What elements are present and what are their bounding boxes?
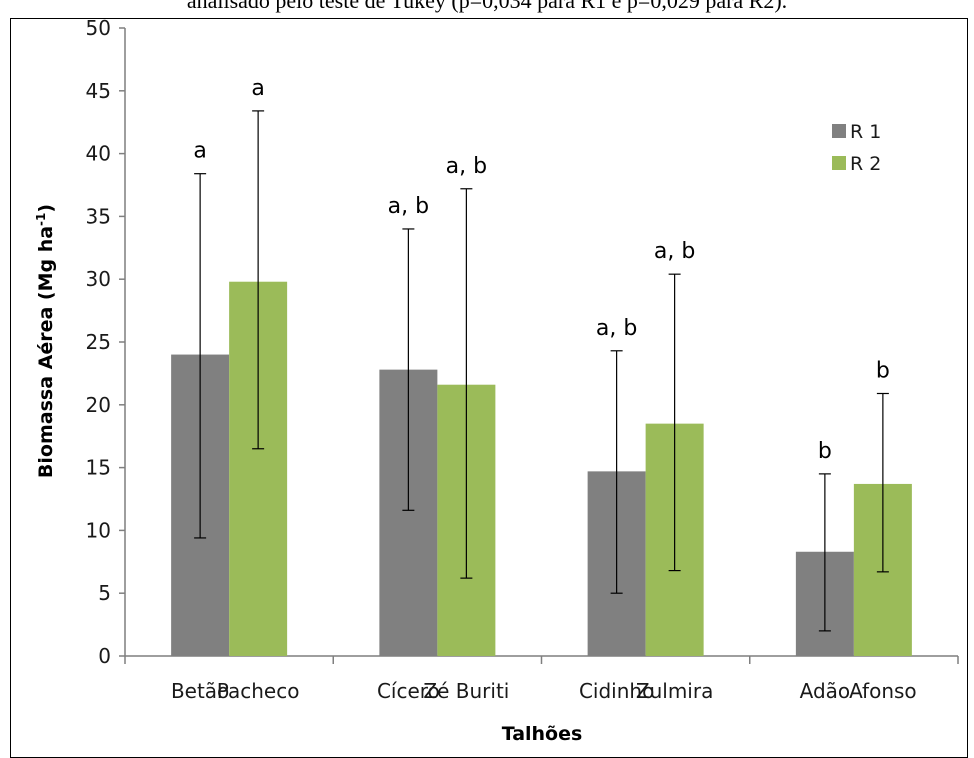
significance-label: a, b xyxy=(446,154,487,179)
category-label: Cícero xyxy=(377,679,440,703)
y-tick-label: 45 xyxy=(86,79,111,103)
y-tick-label: 10 xyxy=(86,518,111,542)
y-axis-title: Biomassa Aérea (Mg ha-1) xyxy=(34,204,57,478)
y-tick-label: 0 xyxy=(98,644,111,668)
error-bars-layer xyxy=(194,110,889,632)
figure-caption: analisado pelo teste de Tukey (p=0,034 p… xyxy=(186,0,788,13)
legend-label: R 1 xyxy=(850,121,881,143)
legend-swatch xyxy=(832,124,846,138)
y-tick-label: 5 xyxy=(98,581,111,605)
y-tick-label: 20 xyxy=(86,393,111,417)
y-tick-label: 30 xyxy=(86,267,111,291)
x-axis-title: Talhões xyxy=(502,723,583,745)
y-tick-label: 25 xyxy=(86,330,111,354)
axes: 0 5 10 15 20 25 30 35 40 45 50 xyxy=(86,16,959,668)
legend-swatch xyxy=(832,156,846,170)
y-tick-label: 40 xyxy=(86,142,111,166)
y-tick-label: 15 xyxy=(86,456,111,480)
significance-label: a, b xyxy=(596,316,637,341)
significance-label: a xyxy=(251,76,264,101)
legend-label: R 2 xyxy=(850,153,881,175)
category-label: Zé Buriti xyxy=(423,679,509,703)
significance-label: b xyxy=(818,439,832,464)
y-tick-label: 50 xyxy=(86,16,111,40)
y-tick-label: 35 xyxy=(86,204,111,228)
legend: R 1R 2 xyxy=(832,121,881,175)
significance-label: b xyxy=(876,358,890,383)
category-label: Afonso xyxy=(849,679,917,703)
category-label: Adão xyxy=(800,679,851,703)
significance-label: a xyxy=(193,139,206,164)
significance-label: a, b xyxy=(388,194,429,219)
labels-layer: a Betão a Pacheco a, b Cícero a, b Zé Buriti a, … xyxy=(171,76,917,703)
category-label: Betão xyxy=(171,679,229,703)
category-label: Cidinho xyxy=(579,679,654,703)
bars-layer xyxy=(171,281,912,656)
category-label: Zulmira xyxy=(636,679,713,703)
category-label: Pacheco xyxy=(217,679,300,703)
significance-label: a, b xyxy=(654,239,695,264)
